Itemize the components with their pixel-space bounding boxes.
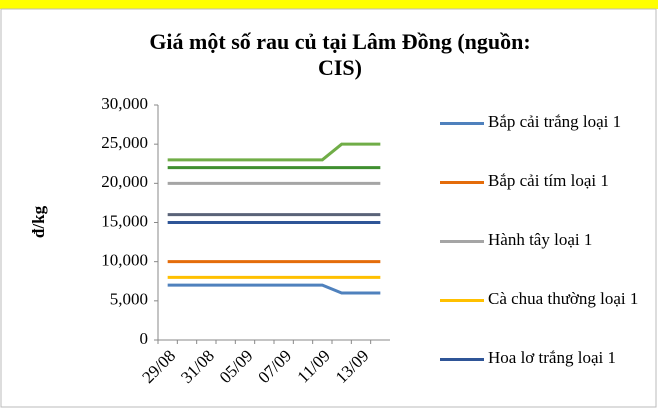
- x-tick-label: 07/09: [254, 346, 295, 387]
- legend-swatch: [440, 122, 484, 125]
- legend-item: Bắp cải tím loại 1: [436, 171, 646, 230]
- legend-label: Hành tây loại 1: [488, 230, 593, 249]
- frame: [0, 8, 657, 408]
- y-axis-label: đ/kg: [29, 205, 48, 238]
- title-line: CIS): [318, 55, 362, 80]
- legend-item: Bắp cải trắng loại 1: [436, 112, 646, 171]
- y-tick-label: 0: [140, 329, 149, 348]
- legend-swatch: [440, 358, 484, 361]
- x-tick-label: 11/09: [294, 346, 334, 386]
- x-tick-label: 31/08: [177, 346, 218, 387]
- legend: Bắp cải trắng loại 1 Bắp cải tím loại 1 Hà…: [436, 112, 646, 407]
- y-tick-label: 5,000: [110, 290, 148, 309]
- legend-swatch: [440, 181, 484, 184]
- title-line: Giá một số rau củ tại Lâm Đồng (nguồn:: [149, 29, 530, 54]
- legend-label: Hoa lơ trắng loại 1: [488, 348, 616, 367]
- top-bar: [0, 0, 658, 9]
- legend-label: Bắp cải tím loại 1: [488, 171, 609, 190]
- legend-label: Cà chua thường loại 1: [488, 289, 639, 308]
- x-tick-label: 13/09: [332, 346, 373, 387]
- legend-item: Hoa lơ trắng loại 1: [436, 348, 646, 407]
- legend-item: Hành tây loại 1: [436, 230, 646, 289]
- chart-title: Giá một số rau củ tại Lâm Đồng (nguồn: CI…: [149, 29, 530, 80]
- legend-label: Bắp cải trắng loại 1: [488, 112, 622, 131]
- legend-item: Cà chua thường loại 1: [436, 289, 646, 348]
- legend-swatch: [440, 299, 484, 302]
- y-tick-label: 15,000: [101, 211, 148, 230]
- y-tick-label: 25,000: [101, 133, 148, 152]
- y-tick-label: 20,000: [101, 172, 148, 191]
- y-tick-label: 10,000: [101, 251, 148, 270]
- x-tick-label: 29/08: [138, 346, 179, 387]
- legend-swatch: [440, 240, 484, 243]
- series-line: [167, 283, 381, 295]
- y-tick-label: 30,000: [101, 94, 148, 113]
- series-line: [167, 142, 381, 162]
- x-tick-label: 05/09: [216, 346, 257, 387]
